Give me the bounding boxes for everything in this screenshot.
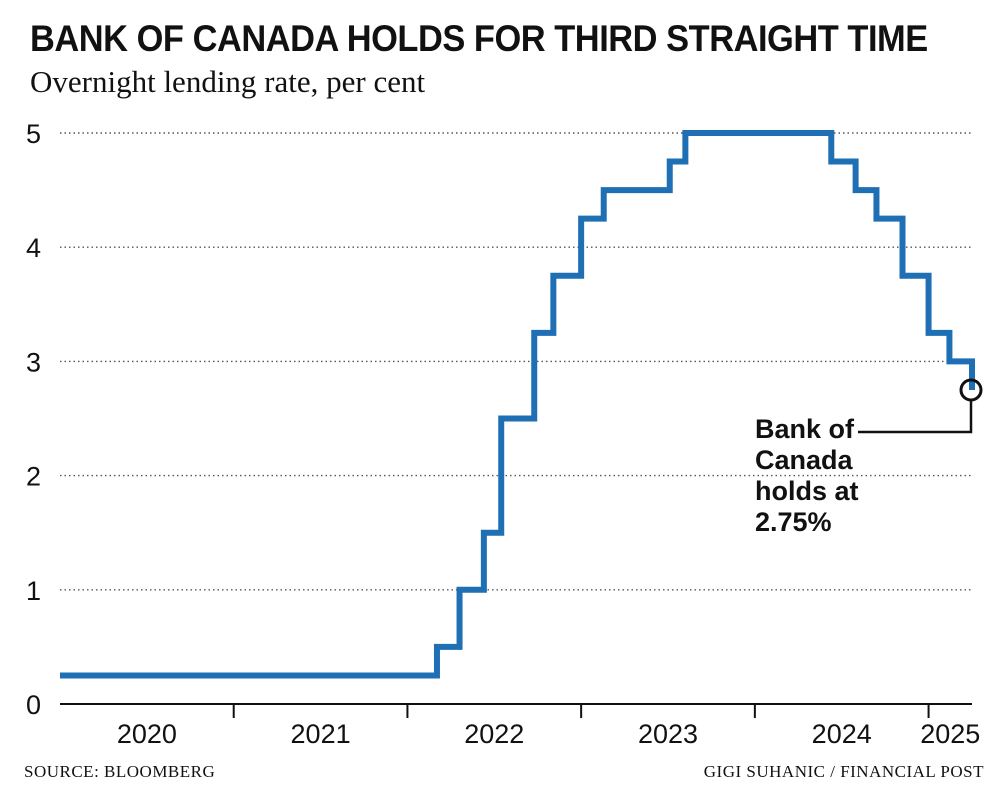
x-tick-label: 2020 [117, 719, 177, 749]
x-tick-label: 2023 [638, 719, 698, 749]
y-tick-label: 2 [26, 462, 41, 492]
chart-title: BANK OF CANADA HOLDS FOR THIRD STRAIGHT … [30, 18, 928, 59]
source-note: SOURCE: BLOOMBERG [24, 762, 216, 781]
credit-note: GIGI SUHANIC / FINANCIAL POST [703, 762, 984, 781]
annotation-label: Canada [755, 445, 854, 475]
annotation-leader-line [858, 399, 973, 434]
x-tick-label: 2021 [291, 719, 351, 749]
x-tick-label: 2022 [464, 719, 524, 749]
y-tick-label: 0 [26, 690, 41, 720]
y-tick-label: 3 [26, 347, 41, 377]
chart-subtitle: Overnight lending rate, per cent [30, 64, 426, 99]
x-tick-label: 2025 [920, 719, 980, 749]
y-tick-label: 1 [26, 576, 41, 606]
annotation-label: 2.75% [755, 507, 832, 537]
annotation-label: Bank of [755, 414, 855, 444]
x-tick-label: 2024 [812, 719, 872, 749]
y-tick-label: 4 [26, 233, 41, 263]
series-line-overnight-rate [60, 130, 975, 679]
annotation-label: holds at [755, 476, 859, 506]
y-tick-label: 5 [26, 119, 41, 149]
